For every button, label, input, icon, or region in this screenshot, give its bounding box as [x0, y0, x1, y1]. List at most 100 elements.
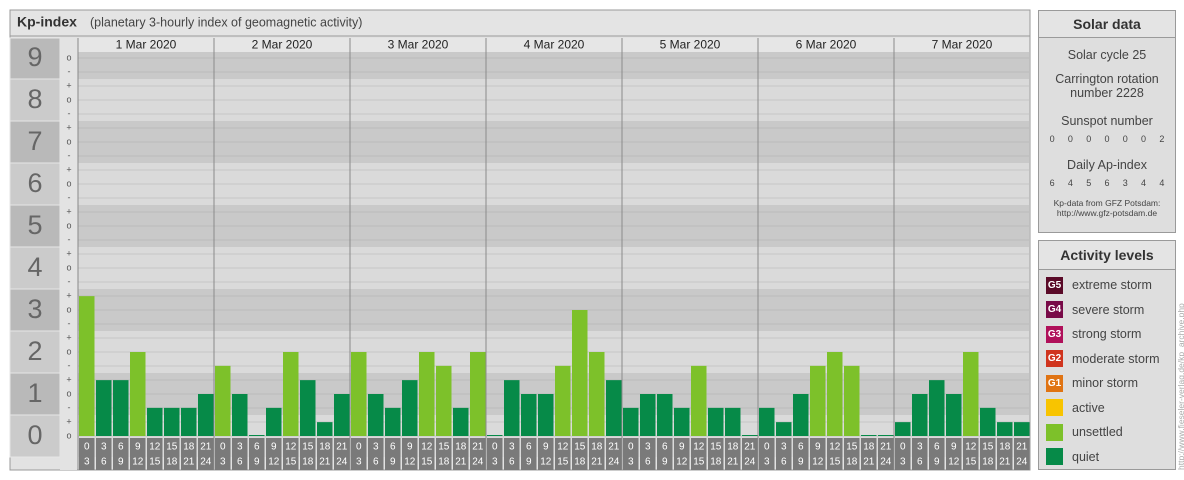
bar — [963, 352, 979, 436]
x-tick-label: 21 — [319, 457, 331, 468]
x-tick-label: 15 — [710, 442, 722, 453]
x-tick-label: 15 — [965, 457, 977, 468]
x-tick-label: 9 — [798, 457, 804, 468]
date-header — [78, 38, 1029, 52]
x-tick-label: 0 — [84, 442, 90, 453]
x-category-label: 2 Mar 2020 — [252, 38, 313, 52]
bar — [300, 380, 316, 436]
x-tick-label: 3 — [645, 442, 651, 453]
hour-box — [351, 438, 367, 470]
bar — [691, 365, 707, 436]
bar — [436, 365, 452, 436]
legend-label: minor storm — [1072, 376, 1138, 391]
x-tick-label: 18 — [710, 457, 722, 468]
bar — [640, 394, 656, 436]
x-tick-label: 6 — [118, 442, 124, 453]
x-tick-label: 15 — [574, 442, 586, 453]
x-tick-label: 24 — [1016, 457, 1028, 468]
bar — [708, 407, 724, 436]
hour-box — [878, 438, 894, 470]
bar — [164, 407, 180, 436]
hour-box — [708, 438, 724, 470]
x-tick-label: 18 — [183, 442, 195, 453]
panel-title: Activity levels — [1039, 241, 1175, 270]
ap-value: 3 — [1122, 178, 1128, 188]
x-tick-label: 9 — [662, 457, 668, 468]
ap-values: 6 4 5 6 3 4 4 — [1043, 178, 1171, 188]
hour-box — [946, 438, 962, 470]
hour-box — [113, 438, 129, 470]
x-tick-label: 6 — [509, 457, 515, 468]
x-tick-label: 21 — [608, 442, 620, 453]
x-tick-label: 12 — [285, 442, 297, 453]
sub-tick-label: - — [68, 234, 71, 244]
x-tick-label: 18 — [319, 442, 331, 453]
legend-swatch: G3 — [1046, 325, 1063, 343]
bar — [555, 365, 571, 436]
x-tick-label: 9 — [118, 457, 124, 468]
hour-box — [385, 438, 401, 470]
hour-box — [504, 438, 520, 470]
x-tick-label: 12 — [421, 442, 433, 453]
bar — [215, 365, 231, 436]
hour-box — [130, 438, 146, 470]
bar — [487, 435, 503, 436]
hour-box — [657, 438, 673, 470]
bar — [606, 380, 622, 436]
bar — [130, 352, 146, 436]
legend: G5 extreme storm G4 severe storm G3 strong st… — [1039, 273, 1175, 469]
x-tick-label: 12 — [948, 457, 960, 468]
x-tick-label: 3 — [373, 442, 379, 453]
x-tick-label: 12 — [540, 457, 552, 468]
x-category-label: 7 Mar 2020 — [932, 38, 993, 52]
bar — [589, 352, 605, 436]
bar — [827, 352, 843, 436]
x-tick-label: 3 — [917, 442, 923, 453]
bar — [266, 407, 282, 436]
x-tick-label: 0 — [492, 442, 498, 453]
hour-box — [266, 438, 282, 470]
x-tick-label: 12 — [149, 442, 161, 453]
bar — [776, 422, 792, 436]
legend-label: severe storm — [1072, 302, 1145, 317]
bar — [453, 407, 469, 436]
legend-label: extreme storm — [1072, 278, 1152, 293]
x-tick-label: 24 — [336, 457, 348, 468]
sub-tick-label: o — [66, 304, 71, 314]
sub-tick-label: o — [66, 136, 71, 146]
x-tick-label: 6 — [662, 442, 668, 453]
x-tick-label: 21 — [863, 457, 875, 468]
bar — [283, 352, 299, 436]
hour-box — [368, 438, 384, 470]
bar — [198, 394, 214, 436]
legend-label: strong storm — [1072, 327, 1142, 342]
legend-swatch: G5 — [1046, 276, 1063, 294]
x-tick-label: 18 — [302, 457, 314, 468]
ap-label: Daily Ap-index — [1067, 158, 1147, 172]
y-cell — [9, 162, 61, 206]
hour-box — [572, 438, 588, 470]
x-tick-label: 6 — [781, 457, 787, 468]
x-tick-label: 21 — [591, 457, 603, 468]
x-tick-label: 9 — [526, 457, 532, 468]
legend-item: G4 severe storm — [1039, 298, 1175, 323]
x-category-label: 6 Mar 2020 — [796, 38, 857, 52]
x-tick-label: 3 — [101, 442, 107, 453]
x-tick-label: 12 — [268, 457, 280, 468]
bar — [113, 380, 129, 436]
bar — [912, 394, 928, 436]
sunspot-value: 0 — [1049, 134, 1055, 144]
x-tick-label: 18 — [999, 442, 1011, 453]
hour-box — [419, 438, 435, 470]
x-tick-label: 3 — [84, 457, 90, 468]
x-tick-label: 0 — [900, 442, 906, 453]
x-tick-label: 6 — [917, 457, 923, 468]
bar — [895, 422, 911, 436]
bar — [844, 365, 860, 436]
sub-tick-label: + — [66, 122, 71, 132]
y-tick-label: 7 — [27, 126, 42, 156]
sub-tick-label: - — [68, 150, 71, 160]
x-tick-label: 12 — [965, 442, 977, 453]
x-category-label: 5 Mar 2020 — [660, 38, 721, 52]
sub-tick-label: o — [66, 346, 71, 356]
